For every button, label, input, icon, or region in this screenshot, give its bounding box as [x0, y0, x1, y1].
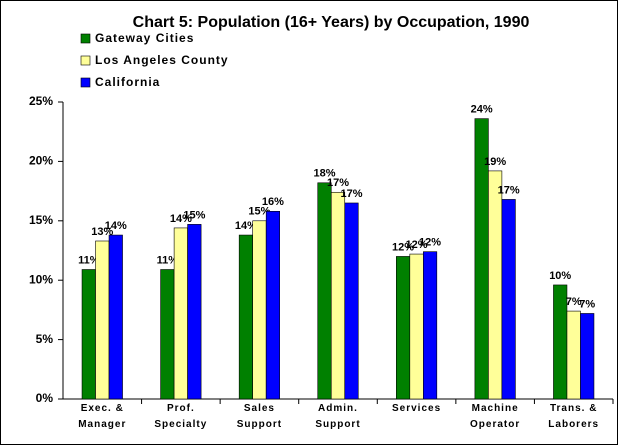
value-label: 12%: [392, 241, 414, 253]
bar: [409, 253, 424, 400]
bar: [396, 256, 411, 400]
value-label: 17%: [340, 188, 362, 200]
value-label: 11%: [157, 254, 179, 266]
y-tick-label: 10%: [29, 272, 53, 286]
legend-swatch: [80, 55, 91, 66]
value-label: 14%: [170, 213, 192, 225]
value-label: 11%: [78, 254, 100, 266]
x-tick-label: Sales Support: [236, 403, 283, 430]
x-tick-label: Admin. Support: [315, 403, 361, 430]
value-label: 7%: [579, 298, 595, 310]
y-tick-label: 0%: [36, 391, 54, 405]
bar: [187, 224, 202, 400]
value-label: 24%: [471, 104, 493, 116]
y-tick-label: 20%: [29, 154, 53, 168]
value-label: 14%: [105, 220, 127, 232]
value-label: 17%: [327, 177, 349, 189]
x-tick-label: Trans. & Laborers: [548, 403, 600, 430]
value-label: 12%: [406, 239, 428, 251]
legend-label: Gateway Cities: [95, 31, 194, 45]
value-label: 12%: [419, 237, 441, 249]
value-label: 16%: [262, 196, 284, 208]
value-label: 18%: [313, 168, 335, 180]
bar: [330, 191, 346, 400]
bar: [423, 251, 438, 400]
x-tick-label: Services: [391, 403, 442, 414]
bar: [95, 240, 110, 400]
value-label: 15%: [183, 209, 205, 221]
bar: [265, 210, 280, 400]
bar: [344, 202, 359, 400]
bar: [488, 170, 503, 400]
bar: [173, 227, 188, 400]
legend-label: Los Angeles County: [95, 53, 229, 67]
value-label: 14%: [235, 220, 257, 232]
bar: [317, 182, 332, 400]
y-tick-label: 5%: [36, 332, 54, 346]
chart-title: Chart 5: Population (16+ Years) by Occup…: [133, 14, 530, 31]
bar: [238, 234, 253, 400]
y-tick-label: 25%: [29, 94, 53, 108]
bar: [108, 234, 123, 400]
x-tick-label: Machine Operator: [470, 403, 521, 430]
value-label: 15%: [248, 206, 270, 218]
legend-label: California: [95, 75, 160, 89]
x-tick-label: Prof. Specialty: [154, 403, 208, 430]
bar: [81, 269, 96, 400]
value-label: 7%: [566, 296, 582, 308]
value-label: 13%: [91, 226, 113, 238]
bar: [566, 310, 581, 400]
value-label: 10%: [549, 270, 571, 282]
value-label: 17%: [498, 184, 520, 196]
x-tick-label: Exec. & Manager: [78, 403, 127, 430]
legend-swatch: [80, 33, 91, 44]
y-tick-label: 15%: [29, 213, 53, 227]
bar: [580, 313, 595, 400]
bar: [160, 269, 175, 400]
bar: [501, 199, 516, 400]
legend-swatch: [80, 77, 91, 88]
bar: [252, 220, 267, 400]
value-label: 19%: [484, 156, 506, 168]
